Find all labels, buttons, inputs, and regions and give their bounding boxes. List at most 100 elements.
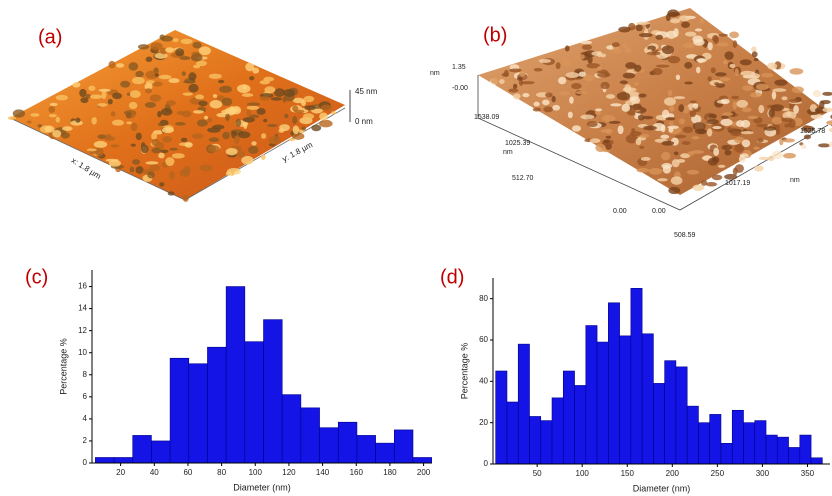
bar (320, 428, 339, 463)
bar (800, 435, 811, 464)
afm-grain (685, 32, 696, 37)
afm-grain (740, 153, 749, 157)
afm-grain (687, 170, 699, 175)
afm-grain (747, 116, 758, 119)
afm-grain (684, 62, 692, 69)
afm-grain (707, 128, 712, 136)
afm-grain (199, 46, 211, 55)
afm-grain (696, 58, 707, 62)
bar (732, 410, 743, 464)
afm-grain (727, 127, 733, 130)
bar (642, 334, 653, 464)
bar (518, 344, 529, 464)
bar (338, 422, 357, 463)
afm-grain (129, 102, 137, 109)
afm-grain (639, 146, 644, 149)
afm-grain (821, 100, 831, 104)
afm-grain (210, 100, 223, 108)
afm-grain (661, 152, 670, 161)
afm-grain (668, 187, 680, 194)
afm-grain (110, 144, 119, 147)
afm-grain (566, 72, 580, 78)
afm-grain (27, 121, 32, 124)
bar (766, 435, 777, 464)
afm-grain (741, 131, 754, 134)
afm-grain (111, 111, 116, 116)
afm-grain (56, 117, 61, 123)
afm-grain (674, 151, 679, 155)
afm-grain (690, 110, 696, 117)
afm-grain (758, 105, 764, 113)
afm-grain (195, 94, 204, 99)
afm-grain (622, 43, 628, 48)
x-tick-label: 180 (383, 468, 397, 477)
afm-grain (149, 164, 160, 171)
afm-grain (597, 72, 611, 77)
y-tick-label: 0 (83, 458, 88, 467)
bar (811, 458, 822, 464)
afm-grain (319, 113, 328, 121)
afm-grain (618, 125, 624, 134)
afm-grain (684, 81, 693, 84)
afm-grain (152, 82, 162, 87)
bar (189, 364, 208, 463)
afm-grain (97, 103, 107, 107)
afm-grain (221, 110, 231, 115)
bar (631, 288, 642, 464)
afm-grain (736, 120, 744, 127)
afm-grain (222, 132, 230, 140)
afm-grain (172, 38, 178, 42)
afm-grain (718, 165, 726, 168)
afm-grain (145, 88, 152, 93)
afm-grain (678, 104, 684, 112)
afm-grain (234, 136, 240, 144)
afm-grain (693, 122, 706, 130)
afm-grain (561, 59, 571, 67)
afm-grain (116, 63, 124, 67)
bar (226, 287, 245, 463)
afm-grain (655, 35, 663, 40)
afm-grain (603, 140, 610, 144)
afm-grain (742, 107, 752, 112)
afm-grain (670, 18, 680, 23)
afm-grain (284, 89, 295, 97)
afm-grain (269, 136, 281, 144)
afm-grain (238, 131, 251, 138)
bar (687, 406, 698, 464)
afm-grain (248, 146, 258, 154)
afm-grain (652, 68, 663, 75)
afm-grain (698, 129, 706, 133)
x-tick-label: 80 (217, 468, 226, 477)
afm-grain (681, 22, 690, 28)
afm-grain (742, 85, 753, 91)
afm-grain (683, 43, 696, 49)
afm-grain (539, 59, 551, 63)
afm-grain (49, 114, 57, 117)
afm-grain (267, 124, 278, 127)
panel-label: (a) (38, 26, 62, 48)
afm-grain (274, 88, 285, 97)
afm-grain (209, 137, 219, 142)
afm-grain (729, 31, 739, 38)
afm-grain (301, 127, 306, 131)
afm-grain (729, 64, 735, 68)
afm-grain (188, 84, 198, 93)
afm-grain (696, 67, 700, 74)
afm-grain (789, 99, 800, 103)
afm-grain (711, 67, 716, 73)
afm-grain (181, 138, 187, 142)
afm-grain (45, 126, 55, 133)
afm-grain (94, 141, 107, 148)
afm-grain (80, 97, 88, 103)
afm-grain (284, 114, 288, 118)
afm-grain (587, 55, 592, 64)
afm-grain (715, 72, 727, 76)
afm-grain (183, 166, 190, 175)
afm-grain (786, 111, 791, 117)
afm-grain (181, 39, 193, 44)
afm-grain (261, 154, 266, 159)
afm-grain (665, 117, 675, 120)
afm-grain (50, 103, 58, 106)
bar (676, 367, 687, 464)
afm-grain (605, 129, 612, 135)
